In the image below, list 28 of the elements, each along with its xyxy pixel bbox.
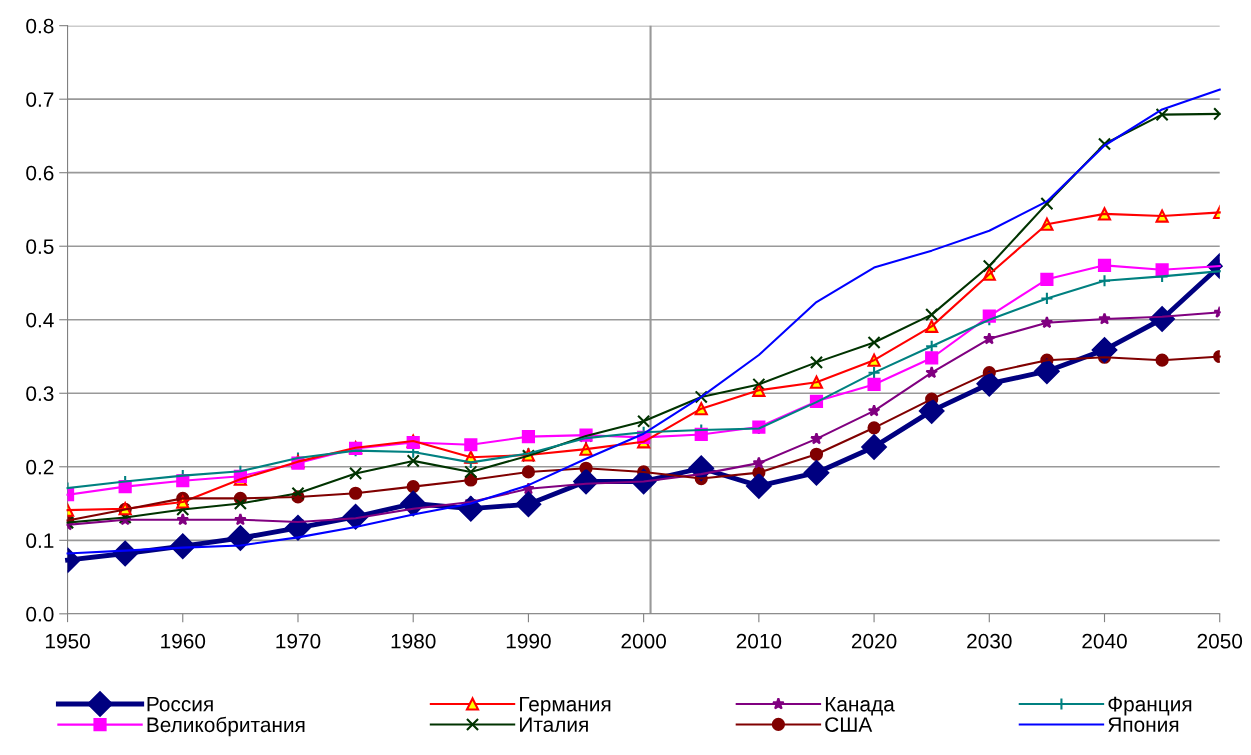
x-tick-label: 2030: [967, 633, 1012, 649]
x-tick-label: 2050: [1197, 633, 1243, 649]
y-tick-label: 0.2: [26, 459, 54, 475]
y-tick-label: 0.6: [26, 165, 54, 181]
legend-label: Германия: [520, 696, 611, 716]
legend-label: Канада: [825, 696, 895, 716]
legend-label: Великобритания: [147, 716, 305, 737]
x-tick-label: 2010: [736, 633, 782, 649]
x-tick-label: 1960: [161, 633, 206, 649]
x-tick-label: 2020: [851, 633, 897, 649]
y-tick-label: 0.8: [26, 18, 54, 34]
x-tick-label: 1980: [391, 633, 436, 649]
x-tick-label: 1990: [506, 633, 551, 649]
y-tick-label: 0.3: [26, 386, 54, 402]
legend-label: Италия: [520, 717, 588, 732]
x-tick-label: 1970: [276, 633, 321, 649]
x-tick-label: 1950: [45, 633, 90, 649]
legend-label: Франция: [1108, 696, 1192, 716]
legend-label: Япония: [1108, 717, 1179, 732]
y-tick-label: 0.7: [26, 92, 54, 107]
y-tick-label: 0.0: [26, 606, 54, 622]
y-tick-label: 0.4: [26, 312, 54, 328]
x-tick-label: 2040: [1082, 633, 1127, 649]
x-tick-label: 2000: [621, 633, 666, 649]
y-tick-label: 0.5: [26, 239, 54, 254]
legend-label: США: [825, 717, 873, 732]
legend-label: Россия: [147, 696, 213, 712]
y-tick-label: 0.1: [26, 533, 54, 549]
